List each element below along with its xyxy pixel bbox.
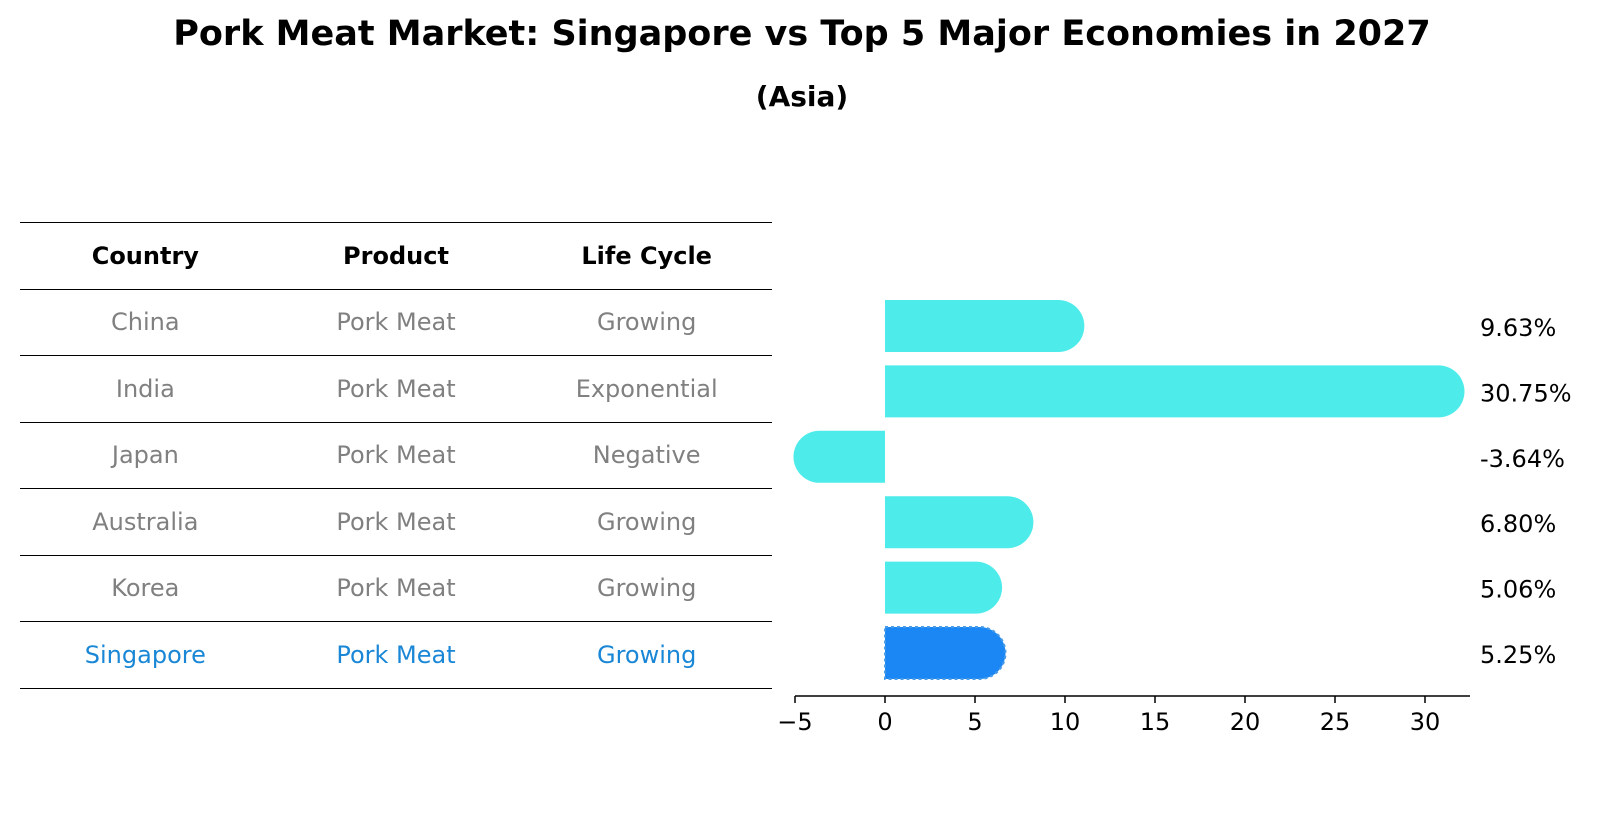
cell-product: Pork Meat: [270, 422, 522, 489]
table-row: Australia Pork Meat Growing: [20, 488, 772, 556]
header-product: Product: [270, 222, 522, 290]
cell-product: Pork Meat: [270, 355, 522, 423]
bar-japan: [793, 430, 885, 483]
cell-life-cycle: Growing: [521, 621, 772, 689]
cell-life-cycle: Growing: [521, 555, 772, 622]
cell-country: Korea: [20, 555, 271, 622]
x-tick-label: 25: [1320, 708, 1351, 736]
cell-country: India: [20, 355, 271, 423]
cell-life-cycle: Growing: [521, 488, 772, 556]
bar-china: [885, 300, 1085, 352]
market-table: Country Product Life Cycle China Pork Me…: [20, 222, 772, 689]
cell-product: Pork Meat: [270, 289, 522, 356]
x-tick-label: 10: [1050, 708, 1081, 736]
cell-product: Pork Meat: [270, 488, 522, 556]
header-life-cycle: Life Cycle: [521, 222, 772, 290]
value-label-australia: 6.80%: [1480, 510, 1556, 538]
value-label-india: 30.75%: [1480, 379, 1572, 407]
value-label-korea: 5.06%: [1480, 576, 1556, 604]
bar-singapore: [884, 626, 1007, 680]
chart-title: Pork Meat Market: Singapore vs Top 5 Maj…: [173, 14, 1431, 54]
cell-product: Pork Meat: [270, 555, 522, 622]
value-label-china: 9.63%: [1480, 314, 1556, 342]
x-tick-label: 15: [1140, 708, 1171, 736]
table-row: China Pork Meat Growing: [20, 289, 772, 356]
table-row-highlight: Singapore Pork Meat Growing: [20, 621, 772, 689]
cell-country: Japan: [20, 422, 271, 489]
table-header-row: Country Product Life Cycle: [20, 222, 772, 290]
header-country: Country: [20, 222, 271, 290]
table-row: India Pork Meat Exponential: [20, 355, 772, 423]
cell-country: Singapore: [20, 621, 271, 689]
x-tick-label: 20: [1230, 708, 1261, 736]
x-tick-label: −5: [777, 708, 812, 736]
bar-australia: [885, 496, 1034, 549]
chart-subtitle: (Asia): [755, 80, 849, 113]
x-tick-label: 0: [877, 708, 892, 736]
value-label-japan: -3.64%: [1480, 445, 1565, 473]
cell-life-cycle: Exponential: [521, 355, 772, 423]
value-label-singapore: 5.25%: [1480, 641, 1556, 669]
cell-product: Pork Meat: [270, 621, 522, 689]
cell-country: Australia: [20, 488, 271, 556]
x-tick-label: 5: [967, 708, 982, 736]
bar-korea: [885, 561, 1003, 614]
x-tick-label: 30: [1410, 708, 1441, 736]
table-row: Korea Pork Meat Growing: [20, 555, 772, 622]
cell-life-cycle: Negative: [521, 422, 772, 489]
bar-india: [885, 365, 1465, 418]
cell-life-cycle: Growing: [521, 289, 772, 356]
cell-country: China: [20, 289, 271, 356]
table-row: Japan Pork Meat Negative: [20, 422, 772, 489]
